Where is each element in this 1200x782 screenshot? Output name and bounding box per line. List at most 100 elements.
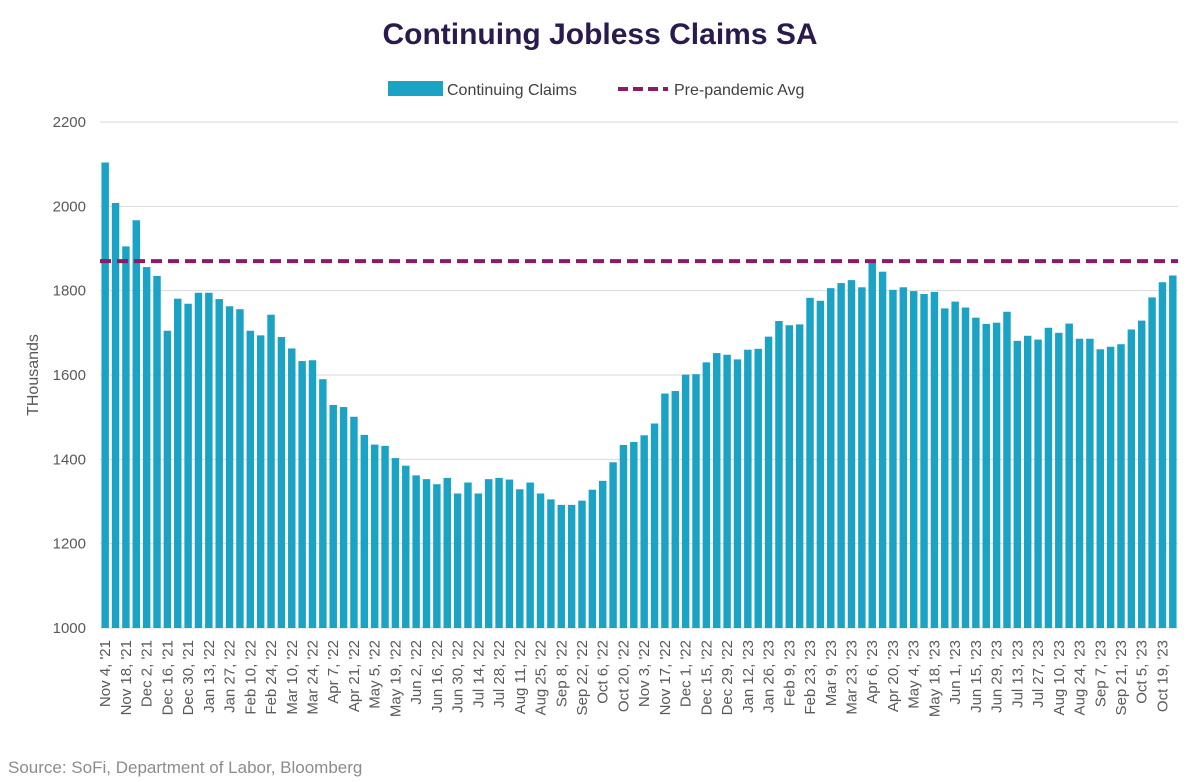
bar	[153, 275, 161, 628]
x-tick-label: Aug 25, '22	[533, 640, 550, 715]
bar	[1023, 335, 1032, 628]
x-tick-label: May 18, '23	[926, 640, 943, 717]
x-tick-label: May 5, '22	[367, 640, 384, 709]
x-tick-label: Dec 29, '22	[719, 640, 736, 715]
bar	[163, 330, 172, 628]
x-tick-label: Feb 24, '22	[263, 640, 280, 715]
bar	[111, 202, 120, 628]
bar	[816, 300, 825, 628]
x-tick-label: Feb 10, '22	[242, 640, 259, 715]
bar	[961, 307, 970, 628]
bar	[889, 289, 897, 628]
x-tick-label: Jun 1, '23	[947, 640, 964, 705]
bar	[858, 287, 866, 628]
bar	[547, 499, 555, 628]
x-tick-label: Apr 21, '22	[346, 640, 363, 712]
bar	[484, 479, 493, 628]
x-tick-label: Feb 9, '23	[781, 640, 798, 706]
bar	[754, 348, 762, 628]
y-axis-tick-labels: 1000 1200 1400 1600 1800 2000 2200	[53, 114, 86, 637]
bar	[142, 267, 151, 628]
x-tick-label: May 4, '23	[906, 640, 923, 709]
bar	[236, 309, 244, 628]
x-tick-label: Jan 12, '23	[740, 640, 757, 713]
x-tick-label: Jul 28, '22	[491, 640, 508, 708]
x-tick-label: Jun 15, '23	[968, 640, 985, 713]
x-tick-label: Sep 8, '22	[553, 640, 570, 707]
bar	[319, 379, 327, 628]
bar	[350, 416, 358, 628]
bar-series-continuing-claims	[101, 162, 1177, 629]
bar	[526, 482, 534, 628]
bar	[951, 301, 959, 628]
bar	[723, 354, 731, 628]
bar	[941, 308, 949, 628]
x-tick-label: Jan 13, '22	[201, 640, 218, 713]
bar	[205, 292, 213, 628]
y-tick-label: 1800	[53, 283, 86, 300]
bar	[806, 297, 814, 628]
x-tick-label: Apr 6, '23	[864, 640, 881, 704]
bar	[1127, 329, 1136, 628]
x-tick-label: Mar 23, '23	[843, 640, 860, 715]
bar	[681, 374, 690, 628]
bar	[1044, 327, 1053, 628]
bar	[609, 462, 617, 628]
bar	[256, 335, 265, 628]
legend-label-pre-pandemic-avg: Pre-pandemic Avg	[674, 82, 804, 99]
x-tick-label: Jul 14, '22	[470, 640, 487, 708]
x-tick-label: Jul 27, '23	[1030, 640, 1047, 708]
x-tick-label: Apr 20, '23	[885, 640, 902, 712]
x-tick-label: Jan 26, '23	[761, 640, 778, 713]
bar	[505, 479, 514, 628]
bar	[412, 475, 420, 628]
bar	[339, 407, 348, 628]
y-axis-title: THousands	[25, 334, 42, 416]
bar	[1148, 297, 1156, 628]
bar	[795, 324, 804, 628]
bar	[899, 287, 908, 628]
x-tick-label: Sep 22, '22	[574, 640, 591, 715]
bar	[536, 493, 545, 628]
x-tick-label: Mar 9, '23	[823, 640, 840, 706]
bar	[443, 477, 451, 628]
bar	[920, 294, 928, 628]
bar	[1169, 275, 1177, 628]
bar	[329, 404, 337, 628]
x-tick-label: Dec 15, '22	[698, 640, 715, 715]
bar	[640, 435, 648, 628]
bar	[1158, 282, 1167, 628]
x-axis-tick-labels: Nov 4, '21 Nov 18, '21 Dec 2, '21 Dec 16, '…	[97, 640, 1171, 717]
x-tick-label: Oct 19, '23	[1154, 640, 1171, 712]
bar	[1013, 340, 1022, 628]
bar	[785, 325, 794, 628]
bar	[288, 348, 296, 628]
bar	[992, 322, 1001, 628]
x-tick-label: Jun 29, '23	[989, 640, 1006, 713]
bar	[101, 162, 109, 629]
x-tick-label: Sep 7, '23	[1092, 640, 1109, 707]
bar	[744, 349, 752, 628]
bar	[370, 444, 379, 628]
y-tick-label: 2000	[53, 198, 86, 215]
x-tick-label: Nov 18, '21	[118, 640, 135, 715]
bar	[184, 303, 192, 628]
bar	[122, 246, 130, 628]
y-tick-label: 1400	[53, 451, 86, 468]
bar	[630, 442, 638, 628]
bar	[1034, 339, 1042, 628]
x-tick-label: Jun 2, '22	[408, 640, 425, 705]
bar	[868, 261, 876, 628]
bar	[1075, 338, 1084, 628]
bar	[516, 489, 524, 628]
x-tick-label: Dec 1, '22	[678, 640, 695, 707]
bar	[909, 291, 918, 628]
x-tick-label: Feb 23, '23	[802, 640, 819, 715]
x-tick-label: Dec 2, '21	[139, 640, 156, 707]
bar	[733, 359, 742, 628]
bar	[132, 220, 141, 628]
bar	[194, 292, 203, 628]
bar	[453, 493, 462, 628]
x-tick-label: Aug 10, '23	[1051, 640, 1068, 715]
